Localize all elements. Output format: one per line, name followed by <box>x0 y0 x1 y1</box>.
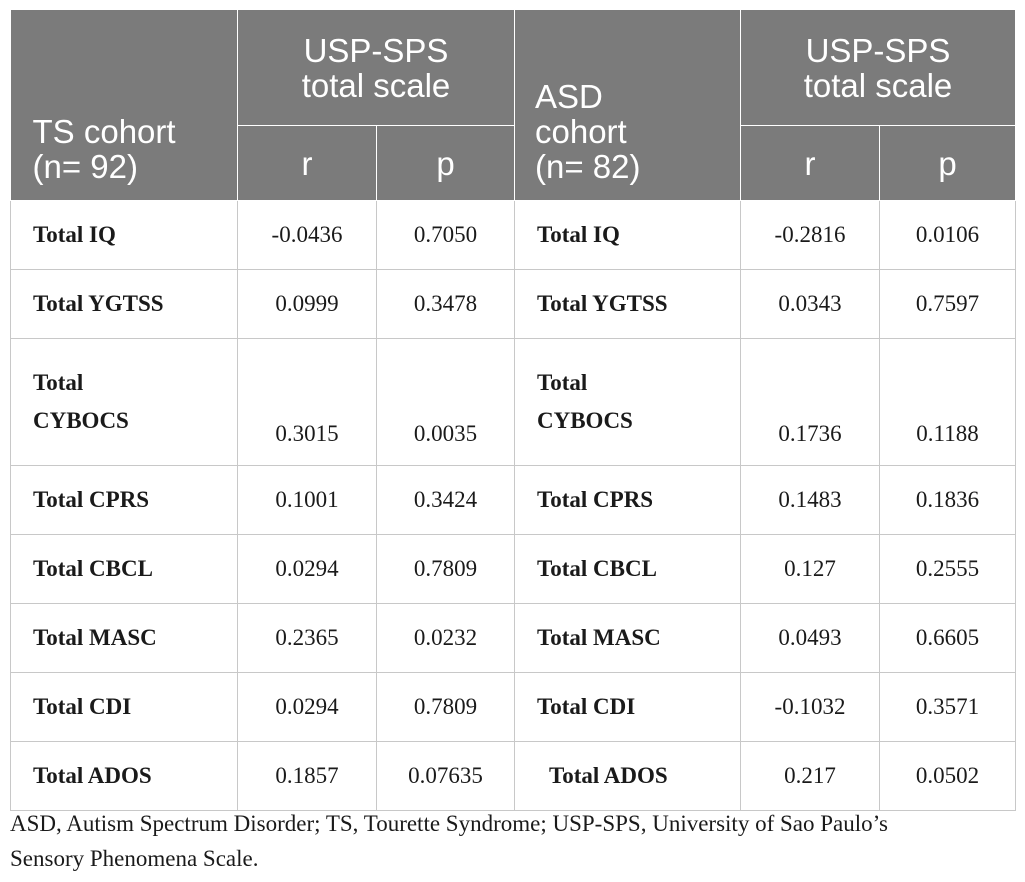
asd-row-label-line-2: CYBOCS <box>537 408 633 433</box>
asd-p-value: 0.1836 <box>879 465 1016 535</box>
asd-row-label: Total CYBOCS <box>514 338 741 466</box>
ts-row-label: Total ADOS <box>10 741 238 811</box>
asd-row-label: Total CBCL <box>514 534 741 604</box>
asd-row-label-line-1: Total <box>537 370 588 395</box>
ts-p-value: 0.7809 <box>376 672 515 742</box>
asd-r-value: 0.1483 <box>740 465 880 535</box>
table-body: Total IQ -0.0436 0.7050 Total IQ -0.2816… <box>10 200 1016 811</box>
correlation-table-container: TS cohort (n= 92) USP-SPS total scale AS… <box>10 10 1016 811</box>
asd-p-value: 0.3571 <box>879 672 1016 742</box>
ts-p-value: 0.7050 <box>376 200 515 270</box>
ts-r-value: -0.0436 <box>237 200 377 270</box>
ts-r-value: 0.0999 <box>237 269 377 339</box>
asd-scale-line-2: total scale <box>803 66 953 104</box>
table-row: Total CBCL 0.0294 0.7809 Total CBCL 0.12… <box>10 534 1016 604</box>
ts-scale-line-2: total scale <box>301 66 451 104</box>
table-row: Total ADOS 0.1857 0.07635 Total ADOS 0.2… <box>10 741 1016 811</box>
table-row: Total CPRS 0.1001 0.3424 Total CPRS 0.14… <box>10 465 1016 535</box>
asd-r-header: r <box>740 125 880 201</box>
asd-p-value: 0.1188 <box>879 338 1016 466</box>
table-row: Total MASC 0.2365 0.0232 Total MASC 0.04… <box>10 603 1016 673</box>
ts-row-label-line-2: CYBOCS <box>33 408 129 433</box>
correlation-table: TS cohort (n= 92) USP-SPS total scale AS… <box>10 10 1016 811</box>
ts-row-label: Total MASC <box>10 603 238 673</box>
asd-row-label: Total CPRS <box>514 465 741 535</box>
asd-p-header: p <box>879 125 1016 201</box>
footnote-line-1: ASD, Autism Spectrum Disorder; TS, Toure… <box>10 811 888 836</box>
asd-r-value: -0.2816 <box>740 200 880 270</box>
ts-p-value: 0.7809 <box>376 534 515 604</box>
ts-cohort-line-2: (n= 92) <box>32 148 138 185</box>
asd-r-value: 0.217 <box>740 741 880 811</box>
asd-p-value: 0.0106 <box>879 200 1016 270</box>
ts-row-label: Total CYBOCS <box>10 338 238 466</box>
ts-r-value: 0.1857 <box>237 741 377 811</box>
ts-row-label-line-1: Total <box>33 370 84 395</box>
asd-r-value: 0.1736 <box>740 338 880 466</box>
table-row: Total CYBOCS 0.3015 0.0035 Total CYBOCS … <box>10 338 1016 466</box>
asd-r-value: 0.0493 <box>740 603 880 673</box>
table-row: Total YGTSS 0.0999 0.3478 Total YGTSS 0.… <box>10 269 1016 339</box>
ts-p-value: 0.0035 <box>376 338 515 466</box>
table-header: TS cohort (n= 92) USP-SPS total scale AS… <box>10 10 1016 201</box>
ts-scale-line-1: USP-SPS <box>303 31 449 69</box>
asd-scale-line-1: USP-SPS <box>805 31 951 69</box>
table-row: Total IQ -0.0436 0.7050 Total IQ -0.2816… <box>10 200 1016 270</box>
asd-row-label: Total YGTSS <box>514 269 741 339</box>
asd-row-label: Total IQ <box>514 200 741 270</box>
ts-row-label: Total YGTSS <box>10 269 238 339</box>
asd-cohort-line-3: (n= 82) <box>535 148 641 185</box>
ts-row-label: Total CBCL <box>10 534 238 604</box>
asd-r-value: 0.0343 <box>740 269 880 339</box>
ts-p-value: 0.3424 <box>376 465 515 535</box>
ts-r-value: 0.3015 <box>237 338 377 466</box>
asd-r-value: -0.1032 <box>740 672 880 742</box>
ts-p-value: 0.07635 <box>376 741 515 811</box>
ts-row-label: Total CPRS <box>10 465 238 535</box>
asd-row-label: Total CDI <box>514 672 741 742</box>
asd-cohort-line-2: cohort <box>535 113 627 150</box>
footnote-line-2: Sensory Phenomena Scale. <box>10 846 259 871</box>
asd-cohort-line-1: ASD <box>535 78 603 115</box>
ts-cohort-line-1: TS cohort <box>32 113 176 150</box>
ts-row-label: Total CDI <box>10 672 238 742</box>
asd-p-value: 0.2555 <box>879 534 1016 604</box>
asd-p-value: 0.0502 <box>879 741 1016 811</box>
ts-scale-header: USP-SPS total scale <box>237 10 515 126</box>
asd-row-label: Total MASC <box>514 603 741 673</box>
ts-p-header: p <box>376 125 515 201</box>
ts-p-value: 0.0232 <box>376 603 515 673</box>
asd-p-value: 0.6605 <box>879 603 1016 673</box>
asd-row-label: Total ADOS <box>514 741 741 811</box>
ts-row-label: Total IQ <box>10 200 238 270</box>
table-row: Total CDI 0.0294 0.7809 Total CDI -0.103… <box>10 672 1016 742</box>
ts-r-value: 0.1001 <box>237 465 377 535</box>
ts-r-header: r <box>237 125 377 201</box>
ts-cohort-header: TS cohort (n= 92) <box>10 10 238 201</box>
asd-r-value: 0.127 <box>740 534 880 604</box>
table-footnote: ASD, Autism Spectrum Disorder; TS, Toure… <box>10 806 1020 876</box>
asd-p-value: 0.7597 <box>879 269 1016 339</box>
ts-r-value: 0.2365 <box>237 603 377 673</box>
ts-r-value: 0.0294 <box>237 534 377 604</box>
ts-r-value: 0.0294 <box>237 672 377 742</box>
asd-scale-header: USP-SPS total scale <box>740 10 1016 126</box>
asd-cohort-header: ASD cohort (n= 82) <box>514 10 741 201</box>
ts-p-value: 0.3478 <box>376 269 515 339</box>
